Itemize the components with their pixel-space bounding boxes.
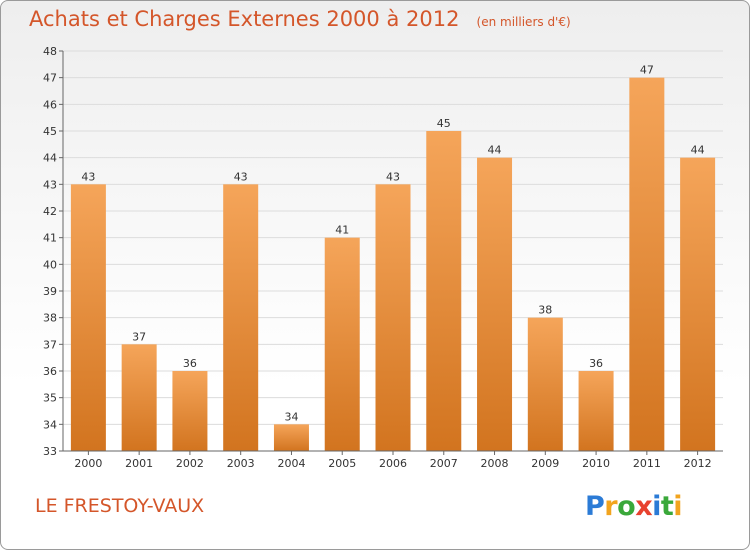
chart-title-block: Achats et Charges Externes 2000 à 2012 (… (29, 7, 571, 31)
logo-letter: i (652, 491, 661, 522)
bar-2011 (629, 77, 665, 452)
x-tick-label: 2000 (74, 457, 102, 470)
y-tick-label: 36 (43, 365, 57, 378)
x-tick-label: 2004 (277, 457, 305, 470)
y-tick-label: 38 (43, 312, 57, 325)
bar-2004 (273, 424, 309, 451)
x-tick-label: 2008 (481, 457, 509, 470)
bar-2001 (121, 344, 157, 451)
y-tick-label: 48 (43, 45, 57, 58)
bar-2007 (426, 131, 462, 451)
y-tick-label: 45 (43, 125, 57, 138)
chart-title: Achats et Charges Externes 2000 à 2012 (29, 7, 460, 31)
bar-value-label: 38 (538, 304, 552, 317)
x-tick-label: 2007 (430, 457, 458, 470)
bar-value-label: 36 (183, 357, 197, 370)
x-tick-label: 2006 (379, 457, 407, 470)
bar-value-label: 43 (234, 170, 248, 183)
commune-name: LE FRESTOY-VAUX (35, 495, 205, 517)
y-tick-label: 40 (43, 258, 57, 271)
logo-letter: r (604, 491, 618, 522)
bar-value-label: 44 (488, 144, 502, 157)
x-tick-label: 2002 (176, 457, 204, 470)
y-tick-label: 39 (43, 285, 57, 298)
bar-value-label: 41 (335, 224, 349, 237)
proxiti-logo: Proxiti (585, 491, 683, 522)
y-tick-label: 35 (43, 392, 57, 405)
x-tick-label: 2010 (582, 457, 610, 470)
bar-2002 (172, 371, 208, 451)
bar-value-label: 34 (284, 410, 298, 423)
bar-value-label: 43 (386, 170, 400, 183)
logo-letter: o (617, 491, 636, 522)
logo-letter: x (635, 491, 653, 522)
y-tick-label: 33 (43, 445, 57, 458)
bar-2008 (477, 157, 513, 451)
y-tick-label: 34 (43, 418, 57, 431)
y-tick-label: 43 (43, 178, 57, 191)
y-tick-label: 46 (43, 98, 57, 111)
x-tick-label: 2005 (328, 457, 356, 470)
bar-value-label: 37 (132, 330, 146, 343)
x-tick-label: 2012 (684, 457, 712, 470)
bar-2003 (223, 184, 259, 452)
y-tick-label: 42 (43, 205, 57, 218)
bar-value-label: 44 (691, 144, 705, 157)
bar-2000 (70, 184, 106, 452)
y-tick-label: 41 (43, 232, 57, 245)
bar-2006 (375, 184, 411, 452)
logo-letter: i (673, 491, 683, 522)
x-tick-label: 2003 (227, 457, 255, 470)
x-tick-label: 2011 (633, 457, 661, 470)
bar-2009 (527, 317, 563, 451)
logo-letter: P (585, 491, 605, 522)
bar-value-label: 47 (640, 64, 654, 77)
x-tick-label: 2001 (125, 457, 153, 470)
bar-2005 (324, 237, 360, 451)
chart-unit: (en milliers d'€) (476, 15, 571, 29)
logo-letter: t (660, 491, 674, 522)
bar-value-label: 36 (589, 357, 603, 370)
y-tick-label: 47 (43, 72, 57, 85)
bar-value-label: 43 (81, 170, 95, 183)
bar-2010 (578, 371, 614, 451)
y-tick-label: 44 (43, 152, 57, 165)
y-tick-label: 37 (43, 338, 57, 351)
bar-2012 (680, 157, 716, 451)
x-tick-label: 2009 (531, 457, 559, 470)
bar-value-label: 45 (437, 117, 451, 130)
